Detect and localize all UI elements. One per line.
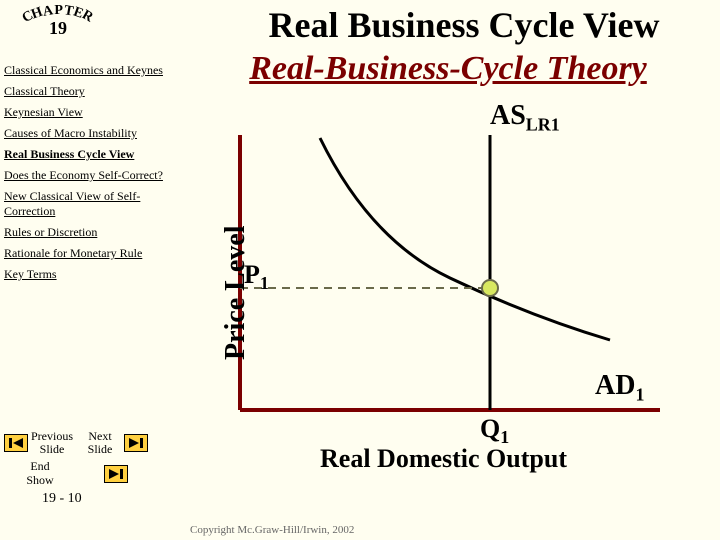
sidebar-item-rbc[interactable]: Real Business Cycle View [4, 144, 174, 165]
chapter-number: 19 [8, 18, 108, 39]
sidebar-item-classical-theory[interactable]: Classical Theory [4, 81, 174, 102]
sidebar-item-causes[interactable]: Causes of Macro Instability [4, 123, 174, 144]
chart-svg [190, 130, 700, 460]
p1-label: P1 [244, 260, 269, 294]
chart: Price Level ASLR1 AD1 P1 Q1 Real Domesti… [190, 130, 700, 460]
slide-nav: Previous Slide Next Slide End Show 19 - … [4, 430, 174, 507]
prev-slide-button[interactable] [4, 434, 28, 452]
ad-curve [320, 138, 610, 340]
sidebar-nav: Classical Economics and Keynes Classical… [4, 60, 174, 285]
subtitle: Real-Business-Cycle Theory [180, 50, 716, 88]
sidebar-item-rules[interactable]: Rules or Discretion [4, 222, 174, 243]
as-label: ASLR1 [490, 100, 560, 136]
arrow-right-icon [129, 438, 143, 448]
end-show-label: End Show [16, 460, 64, 486]
copyright: Copyright Mc.Graw-Hill/Irwin, 2002 [190, 524, 354, 536]
sidebar-item-new-classical[interactable]: New Classical View of Self-Correction [4, 186, 174, 222]
x-axis-label: Real Domestic Output [320, 444, 567, 474]
chapter-word: CHAPTER [8, 4, 108, 20]
prev-slide-label: Previous Slide [28, 430, 76, 456]
page-number: 19 - 10 [42, 491, 174, 507]
sidebar-item-key-terms[interactable]: Key Terms [4, 264, 174, 285]
next-slide-label: Next Slide [76, 430, 124, 456]
sidebar-item-classical-keynes[interactable]: Classical Economics and Keynes [4, 60, 174, 81]
arrow-left-icon [9, 438, 23, 448]
next-slide-button[interactable] [124, 434, 148, 452]
equilibrium-marker [482, 280, 498, 296]
sidebar-item-monetary[interactable]: Rationale for Monetary Rule [4, 243, 174, 264]
page-title: Real Business Cycle View [210, 4, 718, 46]
next-slide-button-2[interactable] [104, 465, 128, 483]
sidebar-item-keynesian[interactable]: Keynesian View [4, 102, 174, 123]
arrow-right-icon [109, 469, 123, 479]
chapter-logo: CHAPTER 19 [8, 4, 108, 39]
ad-label: AD1 [595, 370, 644, 406]
sidebar-item-self-correct[interactable]: Does the Economy Self-Correct? [4, 165, 174, 186]
